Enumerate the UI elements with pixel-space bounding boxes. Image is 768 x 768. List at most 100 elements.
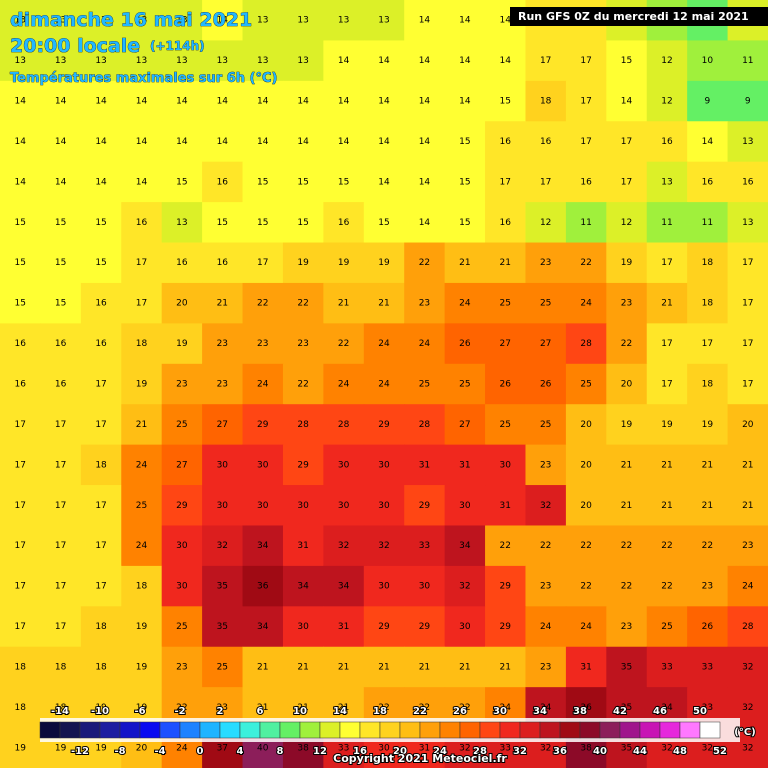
temperature-cell: [202, 242, 244, 284]
temperature-cell: [404, 525, 446, 567]
temperature-value: 20: [742, 420, 754, 430]
temperature-value: 31: [459, 460, 470, 470]
temperature-value: 24: [136, 460, 148, 470]
temperature-cell: [485, 565, 526, 607]
temperature-value: 13: [297, 56, 308, 66]
temperature-value: 27: [459, 420, 470, 430]
temperature-value: 21: [338, 662, 349, 672]
temperature-value: 33: [702, 703, 713, 713]
temperature-value: 17: [95, 420, 106, 430]
temperature-value: 30: [176, 582, 188, 592]
temperature-cell: [727, 485, 768, 526]
temperature-value: 31: [500, 501, 511, 511]
temperature-value: 30: [338, 460, 350, 470]
temperature-value: 30: [459, 501, 471, 511]
temperature-cell: [161, 363, 203, 405]
temperature-value: 15: [14, 218, 25, 228]
temperature-cell: [40, 80, 82, 122]
temperature-cell: [161, 444, 203, 486]
temperature-cell: [646, 444, 688, 486]
temperature-cell: [687, 565, 729, 607]
temperature-cell: [0, 525, 41, 567]
temperature-value: 14: [297, 97, 309, 107]
temperature-value: 18: [95, 460, 107, 470]
colorbar-swatch: [339, 721, 361, 739]
temperature-value: 22: [297, 380, 308, 390]
temperature-value: 17: [621, 137, 632, 147]
temperature-cell: [404, 323, 446, 365]
temperature-cell: [242, 121, 284, 163]
temperature-cell: [80, 565, 122, 607]
colorbar-swatch: [199, 721, 221, 739]
colorbar-label: 24: [433, 746, 447, 757]
temperature-value: 19: [621, 258, 633, 268]
temperature-cell: [525, 121, 567, 163]
temperature-value: 14: [419, 56, 431, 66]
temperature-cell: [687, 202, 729, 244]
temperature-cell: [606, 565, 648, 607]
temperature-cell: [282, 121, 324, 163]
temperature-cell: [444, 323, 486, 365]
temperature-cell: [202, 282, 244, 324]
temperature-cell: [121, 525, 163, 567]
temperature-cell: [525, 525, 567, 567]
temperature-value: 14: [257, 137, 269, 147]
temperature-value: 29: [378, 420, 390, 430]
temperature-value: 14: [95, 97, 107, 107]
temperature-cell: [687, 444, 729, 486]
temperature-value: 23: [540, 258, 551, 268]
colorbar-swatch: [479, 721, 501, 739]
colorbar-label: 38: [573, 706, 587, 717]
temperature-value: 21: [459, 662, 470, 672]
temperature-cell: [282, 0, 324, 41]
colorbar-swatch: [79, 721, 101, 739]
colorbar-swatch: [659, 721, 681, 739]
temperature-value: 36: [580, 703, 592, 713]
temperature-cell: [727, 121, 768, 163]
temperature-value: 11: [702, 218, 713, 228]
temperature-value: 30: [297, 622, 309, 632]
temperature-value: 22: [378, 703, 389, 713]
temperature-cell: [485, 121, 526, 163]
temperature-cell: [202, 646, 244, 688]
temperature-value: 16: [217, 177, 229, 187]
temperature-cell: [80, 282, 122, 324]
temperature-cell: [727, 323, 768, 365]
temperature-value: 15: [55, 258, 66, 268]
temperature-value: 9: [745, 97, 751, 107]
colorbar-swatch: [399, 721, 421, 739]
temperature-cell: [646, 121, 688, 163]
temperature-value: 24: [136, 541, 148, 551]
temperature-cell: [687, 323, 729, 365]
temperature-cell: [121, 323, 163, 365]
temperature-cell: [121, 0, 163, 41]
temperature-cell: [727, 525, 768, 567]
temperature-cell: [161, 40, 203, 82]
temperature-cell: [363, 121, 405, 163]
temperature-cell: [727, 606, 768, 648]
temperature-value: 15: [500, 97, 511, 107]
time: 20:00 locale: [10, 35, 140, 57]
temperature-value: 14: [378, 137, 390, 147]
temperature-cell: [485, 242, 526, 284]
temperature-value: 14: [217, 137, 229, 147]
temperature-value: 19: [297, 258, 309, 268]
temperature-cell: [444, 606, 486, 648]
colorbar-label: 8: [277, 746, 284, 757]
temperature-value: 32: [742, 662, 753, 672]
temperature-cell: [161, 0, 203, 41]
temperature-value: 23: [217, 703, 228, 713]
temperature-value: 21: [742, 460, 753, 470]
temperature-cell: [525, 161, 567, 203]
temperature-cell: [646, 323, 688, 365]
temperature-value: 29: [176, 501, 188, 511]
temperature-cell: [40, 363, 82, 405]
temperature-cell: [646, 202, 688, 244]
temperature-cell: [444, 363, 486, 405]
temperature-cell: [121, 444, 163, 486]
temperature-value: 15: [297, 177, 308, 187]
temperature-value: 25: [500, 299, 511, 309]
temperature-value: 15: [257, 177, 268, 187]
temperature-cell: [363, 282, 405, 324]
